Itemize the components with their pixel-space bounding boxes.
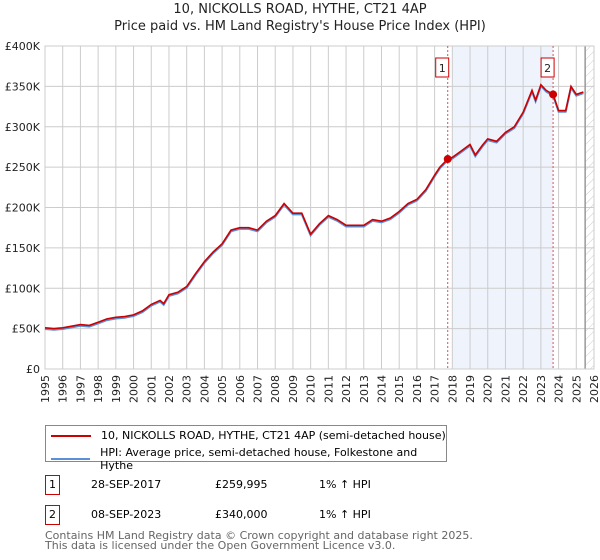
y-tick-label: £150K <box>5 242 41 255</box>
legend-label-property: 10, NICKOLLS ROAD, HYTHE, CT21 4AP (semi… <box>101 429 446 442</box>
plot-border <box>44 45 595 370</box>
chart-subtitle: Price paid vs. HM Land Registry's House … <box>114 19 486 34</box>
x-tick-label: 2021 <box>499 375 512 403</box>
sale-label-box <box>435 57 450 78</box>
x-tick-label: 2024 <box>553 375 566 403</box>
x-tick-label: 2002 <box>163 375 176 403</box>
x-tick-label: 2022 <box>517 375 530 403</box>
legend-item-hpi: HPI: Average price, semi-detached house,… <box>51 446 446 472</box>
x-tick-label: 1999 <box>110 375 123 403</box>
hpi-line <box>44 84 584 331</box>
x-tick-label: 2016 <box>411 375 424 403</box>
sale-label: 2 <box>544 62 551 75</box>
sale-point <box>549 90 558 99</box>
y-tick-label: £250K <box>5 161 41 174</box>
transaction-hpi: 1% ↑ HPI <box>319 508 371 521</box>
legend-item-property: 10, NICKOLLS ROAD, HYTHE, CT21 4AP (semi… <box>51 429 446 442</box>
transaction-hpi: 1% ↑ HPI <box>319 478 371 491</box>
sale-label: 1 <box>439 62 446 75</box>
property-line <box>44 83 584 330</box>
x-tick-label: 2010 <box>305 375 318 403</box>
x-tick-label: 1996 <box>57 375 70 403</box>
y-tick-label: £350K <box>5 80 41 93</box>
transaction-date: 08-SEP-2023 <box>91 508 162 521</box>
y-tick-label: £0 <box>26 363 40 376</box>
x-tick-label: 2006 <box>234 375 247 403</box>
footer-licence: This data is licensed under the Open Gov… <box>45 539 396 552</box>
x-tick-label: 2007 <box>252 375 265 403</box>
x-tick-label: 2009 <box>287 375 300 403</box>
x-tick-label: 2012 <box>340 375 353 403</box>
x-tick-label: 1998 <box>92 375 105 403</box>
x-tick-label: 2008 <box>269 375 282 403</box>
y-tick-label: £400K <box>5 40 41 53</box>
legend-swatch-property <box>51 434 91 437</box>
x-tick-label: 2014 <box>375 375 388 403</box>
x-tick-label: 2025 <box>570 375 583 403</box>
y-tick-label: £100K <box>5 282 41 295</box>
sale-label-box <box>540 57 555 78</box>
legend-label-hpi: HPI: Average price, semi-detached house,… <box>100 446 418 472</box>
x-tick-label: 2019 <box>464 375 477 403</box>
sale-point <box>443 155 452 164</box>
chart-title: 10, NICKOLLS ROAD, HYTHE, CT21 4AP <box>173 2 427 17</box>
x-tick-label: 2023 <box>535 375 548 403</box>
x-tick-label: 2003 <box>181 375 194 403</box>
transaction-date: 28-SEP-2017 <box>91 478 162 491</box>
x-tick-label: 1997 <box>74 375 87 403</box>
plot-area: 1995 1996 1997 1998 1999 2000 2001 2002 2003 2004… <box>5 40 600 403</box>
y-tick-label: £300K <box>5 121 41 134</box>
legend-swatch-hpi <box>51 458 91 460</box>
y-tick-label: £50K <box>12 323 41 336</box>
legend: 10, NICKOLLS ROAD, HYTHE, CT21 4AP (semi… <box>45 425 447 472</box>
transaction-price: £259,995 <box>215 478 268 491</box>
x-tick-label: 2005 <box>216 375 229 403</box>
x-tick-label: 2015 <box>393 375 406 403</box>
transaction-marker: 1 <box>45 475 60 495</box>
transaction-marker: 2 <box>45 505 60 525</box>
transaction-price: £340,000 <box>215 508 268 521</box>
x-tick-label: 2001 <box>145 375 158 403</box>
y-tick-label: £200K <box>5 202 41 215</box>
x-tick-label: 2004 <box>198 375 211 403</box>
x-tick-label: 2020 <box>482 375 495 403</box>
x-tick-label: 2013 <box>358 375 371 403</box>
footer-copyright: Contains HM Land Registry data © Crown c… <box>45 529 473 542</box>
x-tick-label: 2000 <box>128 375 141 403</box>
x-tick-label: 2018 <box>446 375 459 403</box>
x-tick-label: 2026 <box>588 375 600 403</box>
x-tick-label: 2011 <box>322 375 335 403</box>
x-tick-label: 1995 <box>39 375 52 403</box>
x-tick-label: 2017 <box>429 375 442 403</box>
